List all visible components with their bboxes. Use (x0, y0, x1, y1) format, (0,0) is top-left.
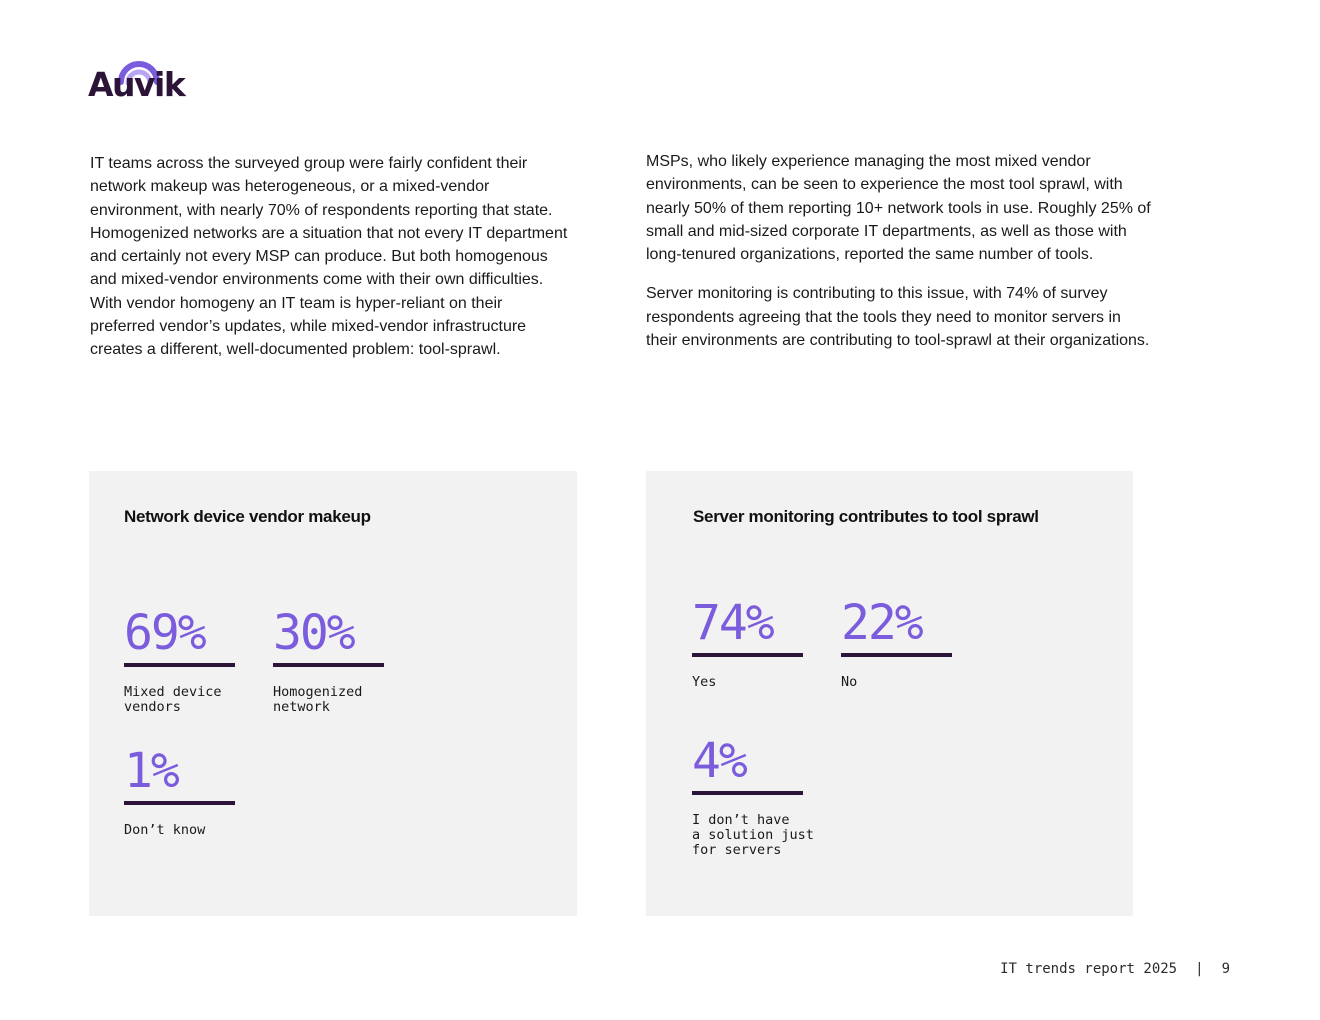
stat-label: Mixed device vendors (124, 684, 222, 715)
paragraph: IT teams across the surveyed group were … (90, 155, 568, 359)
stat-value: 4% (692, 733, 748, 789)
stat-underline (692, 653, 803, 657)
stat-label: Homogenized network (273, 684, 363, 715)
stat-value: 30% (273, 605, 356, 661)
stat-underline (124, 663, 235, 667)
stat-label: Yes (692, 674, 717, 690)
stat-mixed-vendors: 69% Mixed device vendors (124, 609, 236, 715)
stat-value: 69% (124, 605, 207, 661)
logo-arc-icon (118, 61, 160, 86)
paragraph: MSPs, who likely experience managing the… (646, 153, 1151, 264)
stat-card-vendor-makeup: Network device vendor makeup 69% Mixed d… (89, 471, 577, 916)
page-number: 9 (1221, 961, 1230, 977)
stat-label: Don’t know (124, 822, 206, 838)
footer-separator: | (1195, 961, 1204, 977)
logo-text: Auvik (88, 65, 186, 104)
paragraph: Server monitoring is contributing to thi… (646, 285, 1150, 350)
stat-dont-know: 1% Don’t know (124, 747, 236, 838)
intro-column-right: MSPs, who likely experience managing the… (646, 150, 1156, 368)
stat-no: 22% No (841, 599, 953, 690)
card-title: Server monitoring contributes to tool sp… (693, 507, 1039, 526)
stat-value: 74% (692, 595, 775, 651)
intro-column-left: IT teams across the surveyed group were … (90, 152, 568, 378)
stat-value: 1% (124, 743, 180, 799)
report-title: IT trends report 2025 (1000, 961, 1178, 977)
page-footer: IT trends report 2025 | 9 (1000, 961, 1230, 977)
stat-yes: 74% Yes (692, 599, 804, 690)
stat-underline (273, 663, 384, 667)
stat-value: 22% (841, 595, 924, 651)
auvik-logo: Auvik (88, 54, 188, 106)
stat-underline (841, 653, 952, 657)
card-title: Network device vendor makeup (124, 507, 371, 526)
stat-underline (692, 791, 803, 795)
stat-underline (124, 801, 235, 805)
stat-label: No (841, 674, 858, 690)
stat-homogenized: 30% Homogenized network (273, 609, 385, 715)
stat-label: I don’t have a solution just for servers (692, 812, 814, 858)
stat-no-solution: 4% I don’t have a solution just for serv… (692, 737, 842, 858)
stat-card-server-monitoring: Server monitoring contributes to tool sp… (646, 471, 1133, 916)
